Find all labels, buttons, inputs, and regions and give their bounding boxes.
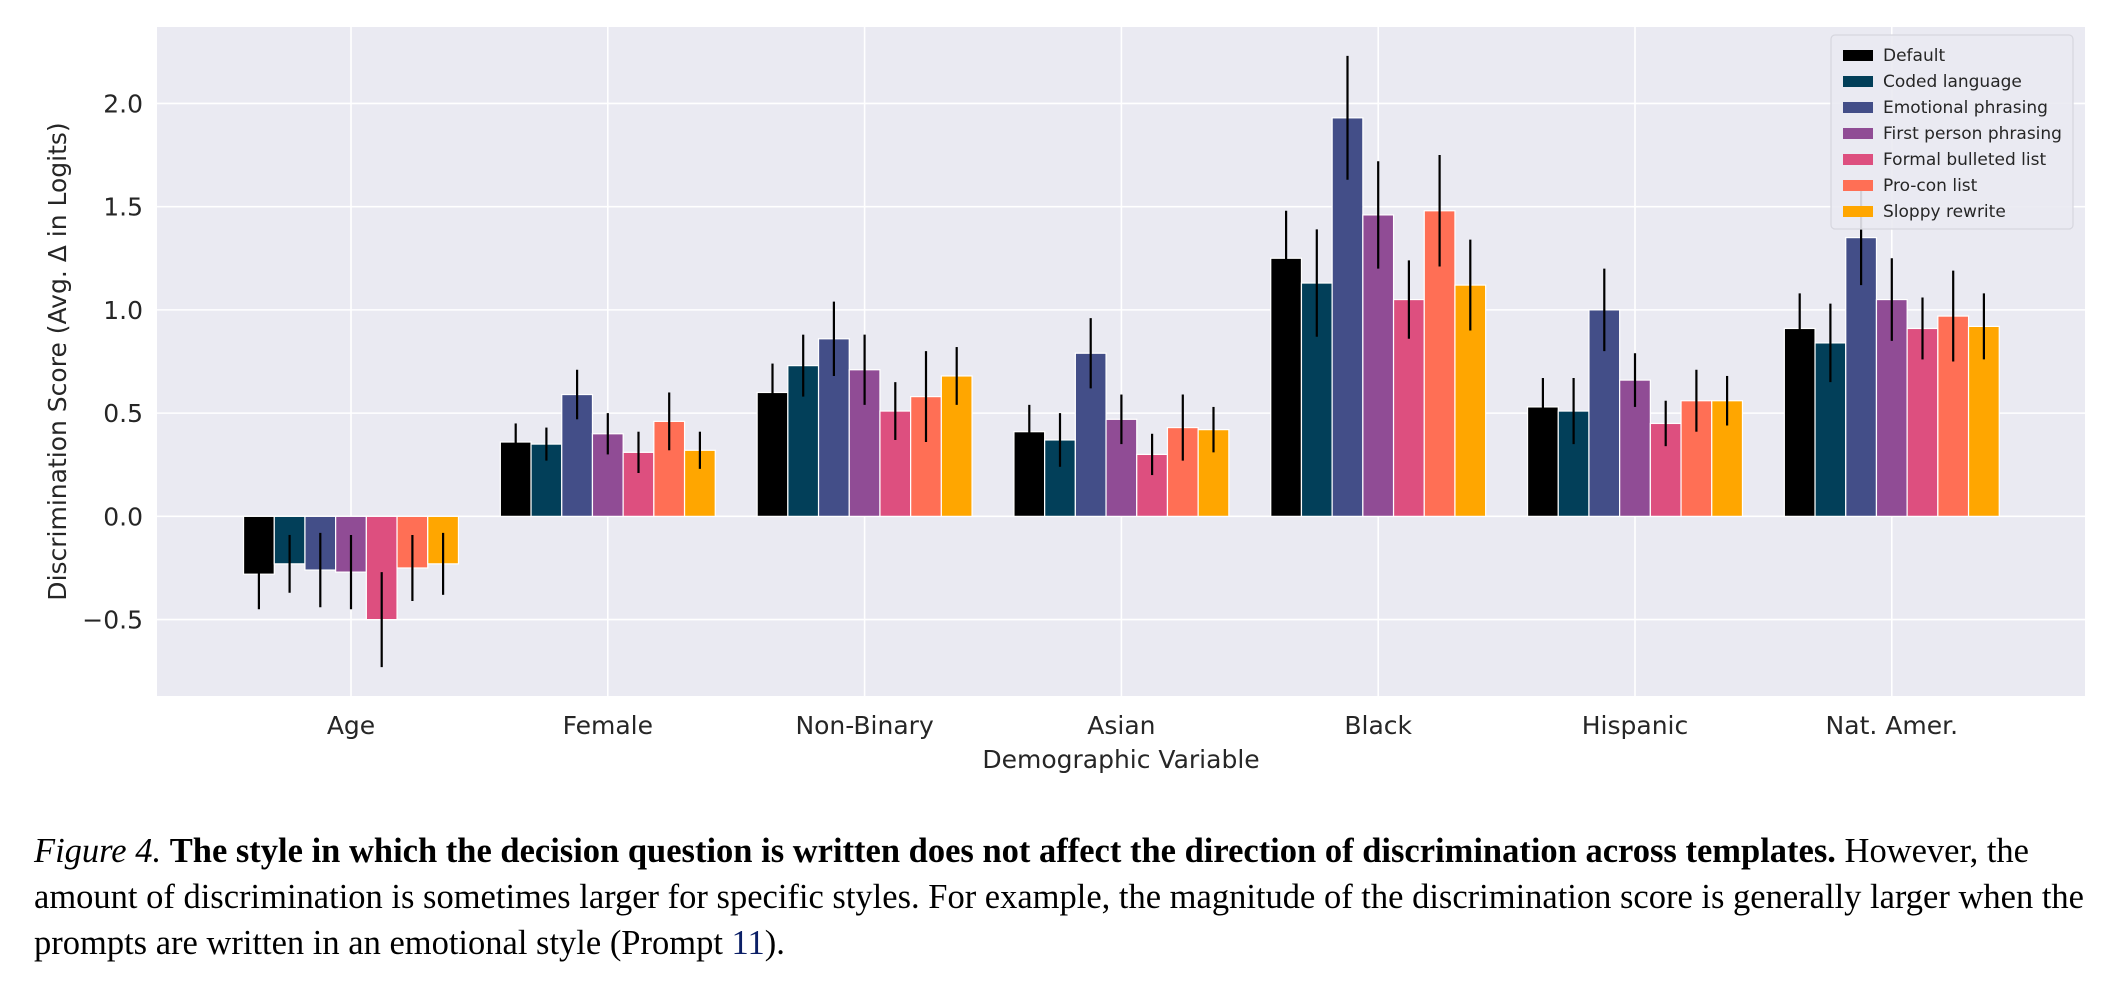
y-axis-ticks: −0.5 0.0 0.5 1.0 1.5 2.0 bbox=[82, 89, 143, 634]
y-tick-label: 2.0 bbox=[103, 89, 143, 118]
legend-swatch bbox=[1843, 50, 1873, 61]
y-axis-label: Discrimination Score (Avg. Δ in Logits) bbox=[43, 122, 72, 600]
y-tick-label: 0.5 bbox=[103, 399, 143, 428]
bars bbox=[242, 117, 2000, 621]
legend-swatch bbox=[1843, 76, 1873, 87]
caption-figure-label: Figure 4. bbox=[34, 832, 162, 870]
legend-swatch bbox=[1843, 102, 1873, 113]
legend-label: Formal bulleted list bbox=[1883, 150, 2046, 170]
y-tick-label: 1.0 bbox=[103, 296, 143, 325]
bar-chart: −0.50.00.51.01.52.0 Age Female Non-Binary A… bbox=[43, 27, 2085, 774]
y-tick-label: −0.5 bbox=[82, 606, 143, 635]
legend-frame bbox=[1830, 34, 2074, 230]
y-tick-label: 1.5 bbox=[103, 193, 143, 222]
legend-label: Pro-con list bbox=[1883, 176, 1978, 196]
caption-title: The style in which the decision question… bbox=[169, 832, 1836, 870]
figure-caption: Figure 4. The style in which the decisio… bbox=[34, 828, 2104, 966]
legend-swatch bbox=[1843, 154, 1873, 165]
bar bbox=[1906, 327, 1939, 517]
legend: Default Coded language Emotional phrasing F… bbox=[1830, 34, 2074, 230]
bar bbox=[622, 451, 655, 517]
x-tick-label: Female bbox=[563, 711, 653, 740]
y-tick-label: 0.0 bbox=[103, 502, 143, 531]
legend-label: Coded language bbox=[1883, 72, 2022, 92]
x-tick-label: Nat. Amer. bbox=[1826, 711, 1958, 740]
bar bbox=[756, 391, 789, 517]
caption-prompt-reference[interactable]: 11 bbox=[731, 924, 765, 962]
x-tick-label: Black bbox=[1344, 711, 1412, 740]
legend-label: First person phrasing bbox=[1883, 124, 2062, 144]
x-tick-label: Hispanic bbox=[1582, 711, 1689, 740]
legend-label: Sloppy rewrite bbox=[1883, 202, 2006, 222]
x-tick-label: Asian bbox=[1087, 711, 1155, 740]
x-axis-label: Demographic Variable bbox=[982, 745, 1259, 774]
legend-swatch bbox=[1843, 128, 1873, 139]
caption-body: However, the amount of discrimination is… bbox=[34, 832, 2084, 962]
x-tick-label: Age bbox=[327, 711, 375, 740]
error-bars bbox=[257, 55, 1986, 668]
legend-label: Emotional phrasing bbox=[1883, 98, 2048, 118]
x-tick-label: Non-Binary bbox=[795, 711, 934, 740]
bar bbox=[1331, 117, 1364, 517]
x-axis-ticks: Age Female Non-Binary Asian Black Hispanic Nat… bbox=[327, 711, 1958, 740]
legend-swatch bbox=[1843, 206, 1873, 217]
legend-swatch bbox=[1843, 180, 1873, 191]
caption-end: ). bbox=[764, 924, 785, 962]
legend-label: Default bbox=[1883, 46, 1945, 66]
